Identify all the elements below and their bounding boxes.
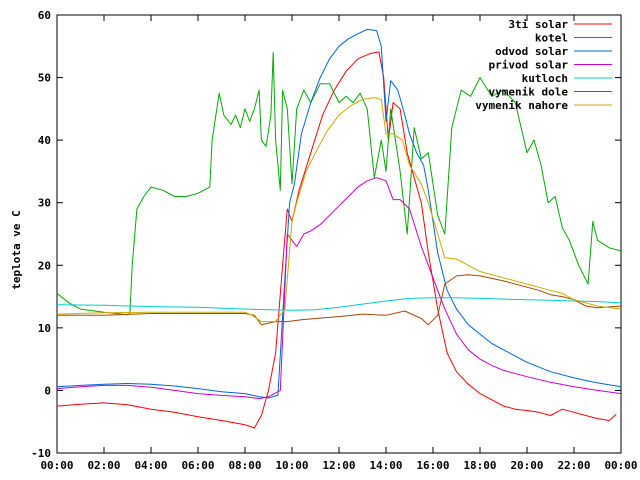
x-tick-label: 18:00: [463, 459, 496, 472]
legend-item: vymenik dole: [489, 86, 612, 99]
x-tick-label: 08:00: [228, 459, 261, 472]
series-line-vymenik-dole: [57, 274, 622, 326]
legend-label: kotel: [535, 32, 568, 45]
legend-item: privod solar: [489, 59, 612, 72]
legend-item: kutloch: [522, 72, 612, 85]
legend-label: vymenik nahore: [475, 99, 568, 112]
x-tick-label: 04:00: [134, 459, 167, 472]
legend-item: 3ti solar: [508, 18, 612, 31]
series-line-kotel: [56, 52, 622, 316]
legend-label: odvod solar: [495, 45, 568, 58]
series-line-kutloch: [56, 297, 622, 311]
x-axis-ticks: 00:00 02:00 04:00 06:00 08:00 10:00 12:00 14:00…: [40, 15, 638, 472]
legend-label: kutloch: [522, 72, 568, 85]
x-tick-label: 12:00: [322, 459, 355, 472]
y-tick-label: -10: [31, 447, 51, 460]
legend-label: vymenik dole: [489, 86, 569, 99]
y-tick-label: 60: [38, 9, 51, 22]
series-lines: [56, 28, 622, 429]
x-tick-label: 20:00: [510, 459, 543, 472]
legend-label: privod solar: [489, 59, 569, 72]
y-tick-label: 50: [38, 72, 51, 85]
series-line-privod-solar: [56, 177, 622, 400]
x-tick-label: 16:00: [416, 459, 449, 472]
legend-item: vymenik nahore: [475, 99, 612, 112]
x-tick-label: 06:00: [181, 459, 214, 472]
legend-item: kotel: [535, 32, 612, 45]
y-tick-label: 40: [38, 134, 51, 147]
y-axis-ticks: -10 0 10 20 30 40 50 60: [31, 9, 621, 460]
x-tick-label: 02:00: [87, 459, 120, 472]
legend-item: odvod solar: [495, 45, 612, 58]
x-tick-label: 22:00: [557, 459, 590, 472]
legend-label: 3ti solar: [508, 18, 568, 31]
series-line-odvod-solar: [56, 28, 622, 399]
x-tick-label: 14:00: [369, 459, 402, 472]
y-tick-label: 10: [38, 322, 51, 335]
y-tick-label: 0: [44, 384, 51, 397]
x-tick-label: 00:00: [604, 459, 637, 472]
series-line-vymenik-nahore: [56, 97, 622, 323]
y-tick-label: 20: [38, 259, 51, 272]
x-tick-label: 00:00: [40, 459, 73, 472]
y-axis-label: teplota ve C: [10, 210, 23, 289]
x-tick-label: 10:00: [275, 459, 308, 472]
y-tick-label: 30: [38, 197, 51, 210]
